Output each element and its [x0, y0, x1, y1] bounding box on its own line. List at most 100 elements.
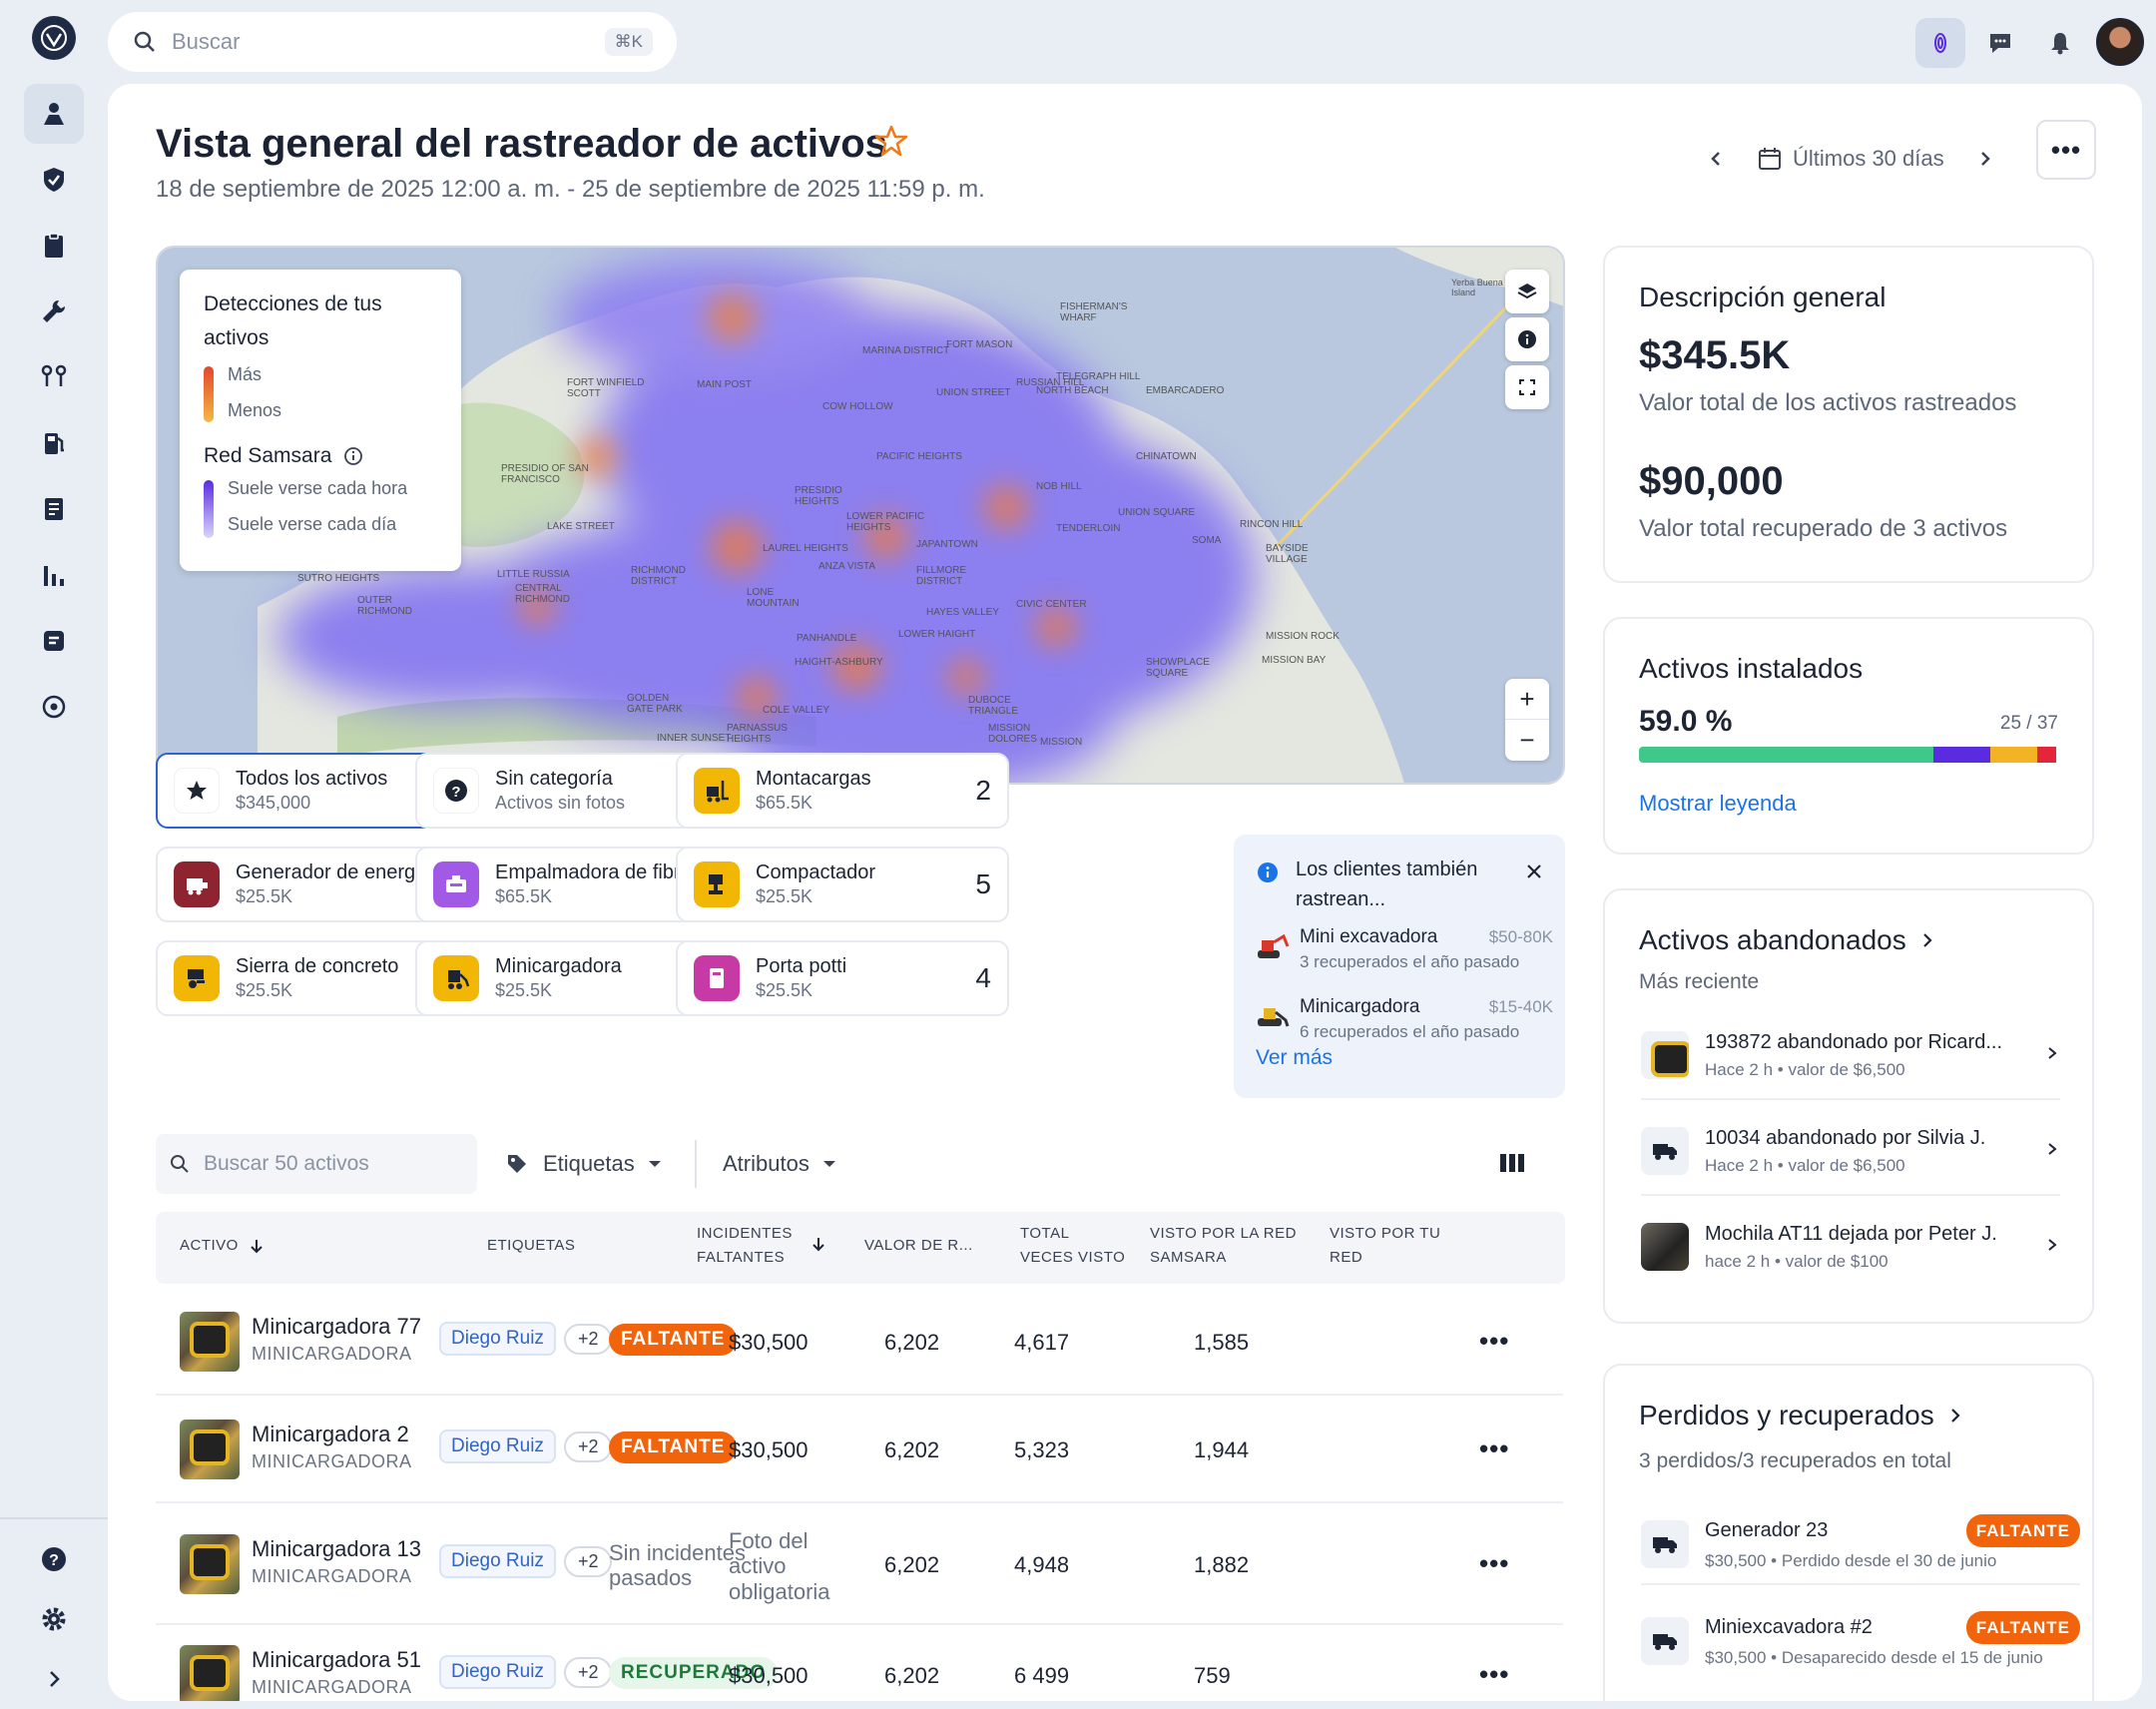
more-tags-chip[interactable]: +2 [563, 1323, 613, 1355]
table-row[interactable]: Minicargadora 77 MINICARGADORA Diego Ruiz +… [156, 1288, 1563, 1396]
attributes-filter-dropdown[interactable]: Atributos [723, 1134, 837, 1194]
map-label: COW HOLLOW [822, 401, 893, 412]
tag-chip[interactable]: Diego Ruiz [439, 1322, 556, 1356]
sidebar: ? [0, 0, 108, 1709]
tag-chip[interactable]: Diego Ruiz [439, 1429, 556, 1463]
column-header-network-seen[interactable]: VISTO POR LA RED SAMSARA [1150, 1222, 1297, 1270]
category-tile[interactable]: Compactador $25.5K 5 [676, 847, 1009, 922]
row-actions-button[interactable]: ••• [1479, 1326, 1510, 1356]
fingerprint-button[interactable] [1915, 18, 1965, 68]
asset-search-input[interactable]: Buscar 50 activos [156, 1134, 477, 1194]
sidebar-item-fuel[interactable] [24, 413, 84, 473]
chevron-right-icon[interactable] [1974, 148, 1996, 170]
date-range-label[interactable]: Últimos 30 días [1793, 146, 1944, 171]
tag-chip[interactable]: Diego Ruiz [439, 1544, 556, 1578]
sidebar-item-safety[interactable] [24, 150, 84, 210]
more-tags-chip[interactable]: +2 [563, 1430, 613, 1462]
fullscreen-icon [1519, 379, 1535, 395]
sidebar-item-assets-map[interactable] [24, 84, 84, 144]
forklift-icon [694, 768, 740, 814]
info-icon[interactable] [343, 446, 363, 466]
see-more-link[interactable]: Ver más [1256, 1046, 1334, 1069]
map-label: NORTH BEACH [1036, 385, 1109, 396]
sidebar-item-forms[interactable] [24, 611, 84, 671]
more-tags-chip[interactable]: +2 [563, 1656, 613, 1688]
backpack-thumbnail [1641, 1223, 1689, 1271]
asset-name[interactable]: Minicargadora 77 [252, 1314, 421, 1339]
chevron-left-icon[interactable] [1705, 148, 1727, 170]
favorite-star-icon[interactable] [874, 124, 908, 163]
chevron-right-icon [1950, 1409, 1960, 1423]
sidebar-item-documents[interactable] [24, 479, 84, 539]
columns-icon[interactable] [1499, 1152, 1525, 1174]
lost-item-text: Miniexcavadora #2 FALTANTE $30,500 • Desap… [1705, 1610, 2080, 1671]
row-actions-button[interactable]: ••• [1479, 1433, 1510, 1463]
map-label: JAPANTOWN [916, 539, 978, 550]
table-row[interactable]: Minicargadora 2 MINICARGADORA Diego Ruiz +2… [156, 1396, 1563, 1503]
tags-filter-dropdown[interactable]: Etiquetas [505, 1134, 663, 1194]
sidebar-item-maintenance[interactable] [24, 282, 84, 341]
clipboard-icon [45, 233, 63, 258]
network-hourly: Suele verse cada hora [228, 478, 408, 499]
map-info-button[interactable] [1505, 317, 1549, 361]
category-tile[interactable]: Sierra de concreto$25.5K4 [156, 940, 489, 1016]
lost-item[interactable]: Generador 23 FALTANTE $30,500 • Perdido de… [1641, 1505, 2080, 1585]
your-network-cell: 1,882 [1194, 1552, 1250, 1577]
abandoned-title-link[interactable]: Activos abandonados [1639, 924, 1936, 956]
column-header-label: SAMSARA [1150, 1249, 1227, 1266]
asset-heatmap[interactable]: FISHERMAN'S WHARF MARINA DISTRICT FORT M… [156, 246, 1565, 785]
asset-name[interactable]: Minicargadora 2 [252, 1422, 409, 1446]
sort-down-icon[interactable] [810, 1236, 826, 1252]
column-header-incidents[interactable]: INCIDENTES FALTANTES [697, 1222, 793, 1270]
column-header-asset[interactable]: ACTIVO [180, 1234, 265, 1258]
sidebar-item-coaching[interactable] [24, 677, 84, 737]
sidebar-item-compliance[interactable] [24, 216, 84, 276]
asset-name[interactable]: Minicargadora 51 [252, 1647, 421, 1672]
category-tile[interactable]: Porta potti $25.5K 4 [676, 940, 1009, 1016]
column-header-tags[interactable]: ETIQUETAS [487, 1237, 576, 1254]
user-avatar[interactable] [2096, 18, 2144, 66]
asset-name[interactable]: Minicargadora 13 [252, 1536, 421, 1561]
abandoned-item-title: Mochila AT11 dejada por Peter J. [1705, 1223, 1997, 1246]
map-label: MISSION ROCK [1266, 631, 1340, 642]
tile-value: Activos sin fotos [495, 793, 626, 814]
sidebar-item-dispatch[interactable] [24, 347, 84, 407]
row-actions-button[interactable]: ••• [1479, 1659, 1510, 1689]
sidebar-expand-button[interactable] [24, 1649, 84, 1709]
lost-item[interactable]: Miniexcavadora #2 FALTANTE $30,500 • Desap… [1641, 1601, 2080, 1681]
close-icon[interactable] [1523, 860, 1545, 882]
notifications-button[interactable] [2035, 18, 2085, 68]
asset-type: MINICARGADORA [252, 1344, 412, 1364]
suggestions-card: Los clientes también rastrean... Mini ex… [1234, 835, 1565, 1098]
map-label: CIVIC CENTER [1016, 599, 1087, 610]
map-fullscreen-button[interactable] [1505, 365, 1549, 409]
abandoned-item[interactable]: 10034 abandonado por Silvia J. Hace 2 h •… [1641, 1116, 2060, 1196]
sidebar-item-help[interactable]: ? [24, 1529, 84, 1589]
sidebar-item-settings[interactable] [24, 1589, 84, 1649]
tag-chip[interactable]: Diego Ruiz [439, 1655, 556, 1689]
abandoned-item[interactable]: 193872 abandonado por Ricard... Hace 2 h … [1641, 1020, 2060, 1100]
more-options-button[interactable]: ••• [2036, 120, 2096, 180]
lost-title-link[interactable]: Perdidos y recuperados [1639, 1400, 1964, 1431]
abandoned-item[interactable]: Mochila AT11 dejada por Peter J. hace 2 h… [1641, 1212, 2060, 1282]
column-header-value[interactable]: VALOR DE R... [864, 1237, 973, 1254]
splicer-icon [433, 861, 479, 907]
zoom-in-button[interactable]: + [1505, 679, 1549, 720]
category-tile[interactable]: Montacargas $65.5K 2 [676, 753, 1009, 829]
show-legend-link[interactable]: Mostrar leyenda [1639, 791, 1797, 816]
map-layers-button[interactable] [1505, 270, 1549, 313]
row-actions-button[interactable]: ••• [1479, 1548, 1510, 1578]
sidebar-item-reports[interactable] [24, 545, 84, 605]
samsara-logo[interactable] [32, 16, 76, 60]
svg-text:?: ? [451, 784, 460, 801]
table-row[interactable]: Minicargadora 13 MINICARGADORA Diego Ruiz +… [156, 1503, 1563, 1625]
global-search[interactable]: Buscar ⌘K [108, 12, 677, 72]
table-row[interactable]: Minicargadora 51 MINICARGADORA Diego Ruiz +… [156, 1625, 1563, 1701]
more-tags-chip[interactable]: +2 [563, 1545, 613, 1577]
column-header-label: FALTANTES [697, 1249, 786, 1266]
zoom-out-button[interactable]: − [1519, 725, 1535, 755]
column-header-total-seen[interactable]: TOTAL VECES VISTO [1020, 1222, 1125, 1270]
column-header-your-network[interactable]: VISTO POR TU RED [1330, 1222, 1440, 1270]
messages-button[interactable] [1975, 18, 2025, 68]
map-label: LOWER HAIGHT [898, 629, 976, 640]
